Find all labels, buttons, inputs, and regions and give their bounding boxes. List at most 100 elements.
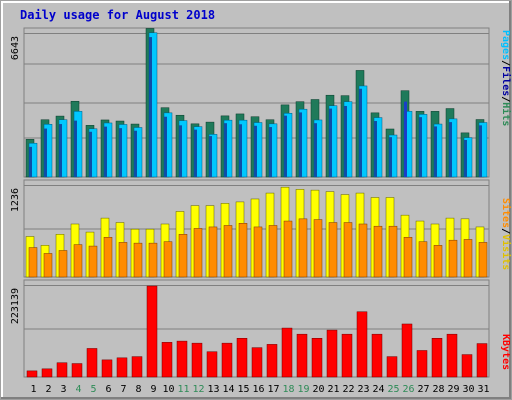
sites-bar xyxy=(148,242,158,278)
pages-bar xyxy=(389,137,392,177)
pages-bar xyxy=(239,124,242,177)
kbytes-bar xyxy=(386,356,398,378)
kbytes-bar xyxy=(461,354,473,378)
pages-bar xyxy=(164,116,167,177)
sites-bar xyxy=(163,241,173,278)
sites-bar xyxy=(238,223,248,278)
x-tick-label: 7 xyxy=(120,384,126,395)
kbytes-bar xyxy=(176,340,188,378)
pages-bar xyxy=(329,108,332,177)
kbytes-bar xyxy=(371,333,383,378)
kbytes-bar xyxy=(56,362,68,378)
pages-bar xyxy=(479,125,482,177)
pages-bar xyxy=(449,122,452,177)
sites-bar xyxy=(448,239,458,278)
sites-bar xyxy=(193,228,203,278)
pages-bar xyxy=(149,37,152,177)
sites-bar xyxy=(58,250,68,278)
x-tick-label: 1 xyxy=(30,384,36,395)
top-panel-ytick-label: 6643 xyxy=(10,36,21,60)
pages-bar xyxy=(344,105,347,177)
sites-bar xyxy=(283,220,293,278)
pages-bar xyxy=(359,88,362,177)
x-tick-label: 24 xyxy=(372,384,384,395)
sites-bar xyxy=(253,226,263,278)
sites-bar xyxy=(223,225,233,278)
x-tick-label: 11 xyxy=(177,384,189,395)
x-tick-label: 17 xyxy=(267,384,279,395)
kbytes-bar xyxy=(161,342,173,378)
sites-bar xyxy=(268,225,278,278)
sites-bar xyxy=(43,253,53,278)
sites-bar xyxy=(343,222,353,278)
pages-bar xyxy=(74,120,77,177)
x-tick-label: 10 xyxy=(162,384,174,395)
pages-bar xyxy=(89,131,92,177)
kbytes-bar xyxy=(341,333,353,378)
middle-panel-legend: Sites/Visits xyxy=(500,198,512,270)
kbytes-bar xyxy=(416,350,428,378)
sites-bar xyxy=(118,242,128,278)
x-tick-label: 20 xyxy=(312,384,324,395)
x-tick-label: 22 xyxy=(342,384,354,395)
pages-bar xyxy=(104,126,107,177)
kbytes-bar xyxy=(311,338,323,378)
x-tick-label: 9 xyxy=(150,384,156,395)
sites-bar xyxy=(478,242,488,278)
pages-bar xyxy=(269,127,272,177)
sites-bar xyxy=(88,245,98,278)
kbytes-bar xyxy=(401,323,413,378)
sites-bar xyxy=(433,245,443,278)
bottom-panel-ytick-label: 223139 xyxy=(10,288,21,324)
pages-bar xyxy=(254,125,257,177)
pages-bar xyxy=(209,136,212,177)
x-tick-label: 14 xyxy=(222,384,234,395)
sites-bar xyxy=(133,242,143,278)
kbytes-bar xyxy=(431,338,443,378)
chart-title: Daily usage for August 2018 xyxy=(20,8,215,22)
kbytes-bar xyxy=(26,370,38,378)
pages-bar xyxy=(134,130,137,177)
kbytes-bar xyxy=(326,329,338,378)
x-tick-label: 25 xyxy=(387,384,399,395)
kbytes-bar xyxy=(116,357,128,378)
x-tick-label: 3 xyxy=(60,384,66,395)
x-tick-label: 13 xyxy=(207,384,219,395)
kbytes-bar xyxy=(281,327,293,378)
x-tick-label: 30 xyxy=(462,384,474,395)
kbytes-bar xyxy=(251,347,263,378)
kbytes-bar xyxy=(41,368,53,378)
kbytes-bar xyxy=(221,342,233,378)
sites-bar xyxy=(418,241,428,278)
legend-entry: Files xyxy=(500,66,512,96)
pages-bar xyxy=(464,139,467,177)
x-tick-label: 27 xyxy=(417,384,429,395)
legend-entry: Hits xyxy=(500,102,512,126)
x-tick-label: 8 xyxy=(135,384,141,395)
sites-bar xyxy=(298,218,308,278)
sites-bar xyxy=(73,244,83,278)
kbytes-bar xyxy=(356,311,368,378)
legend-entry: Visits xyxy=(500,234,512,270)
sites-bar xyxy=(373,225,383,278)
legend-entry: Pages xyxy=(500,30,511,60)
pages-bar xyxy=(119,128,122,177)
pages-bar xyxy=(44,128,47,177)
legend-entry: Sites xyxy=(500,198,512,228)
x-tick-label: 23 xyxy=(357,384,369,395)
top-panel-legend: Pages/Files/Hits xyxy=(500,30,512,126)
kbytes-bar xyxy=(296,333,308,378)
pages-bar xyxy=(179,125,182,177)
x-tick-label: 6 xyxy=(105,384,111,395)
x-tick-label: 2 xyxy=(45,384,51,395)
x-tick-label: 15 xyxy=(237,384,249,395)
x-tick-label: 4 xyxy=(75,384,81,395)
sites-bar xyxy=(403,236,413,278)
pages-bar xyxy=(59,124,62,177)
x-tick-label: 18 xyxy=(282,384,294,395)
sites-bar xyxy=(388,225,398,278)
x-tick-label: 5 xyxy=(90,384,96,395)
pages-bar xyxy=(374,121,377,177)
legend-entry: / xyxy=(500,228,511,234)
